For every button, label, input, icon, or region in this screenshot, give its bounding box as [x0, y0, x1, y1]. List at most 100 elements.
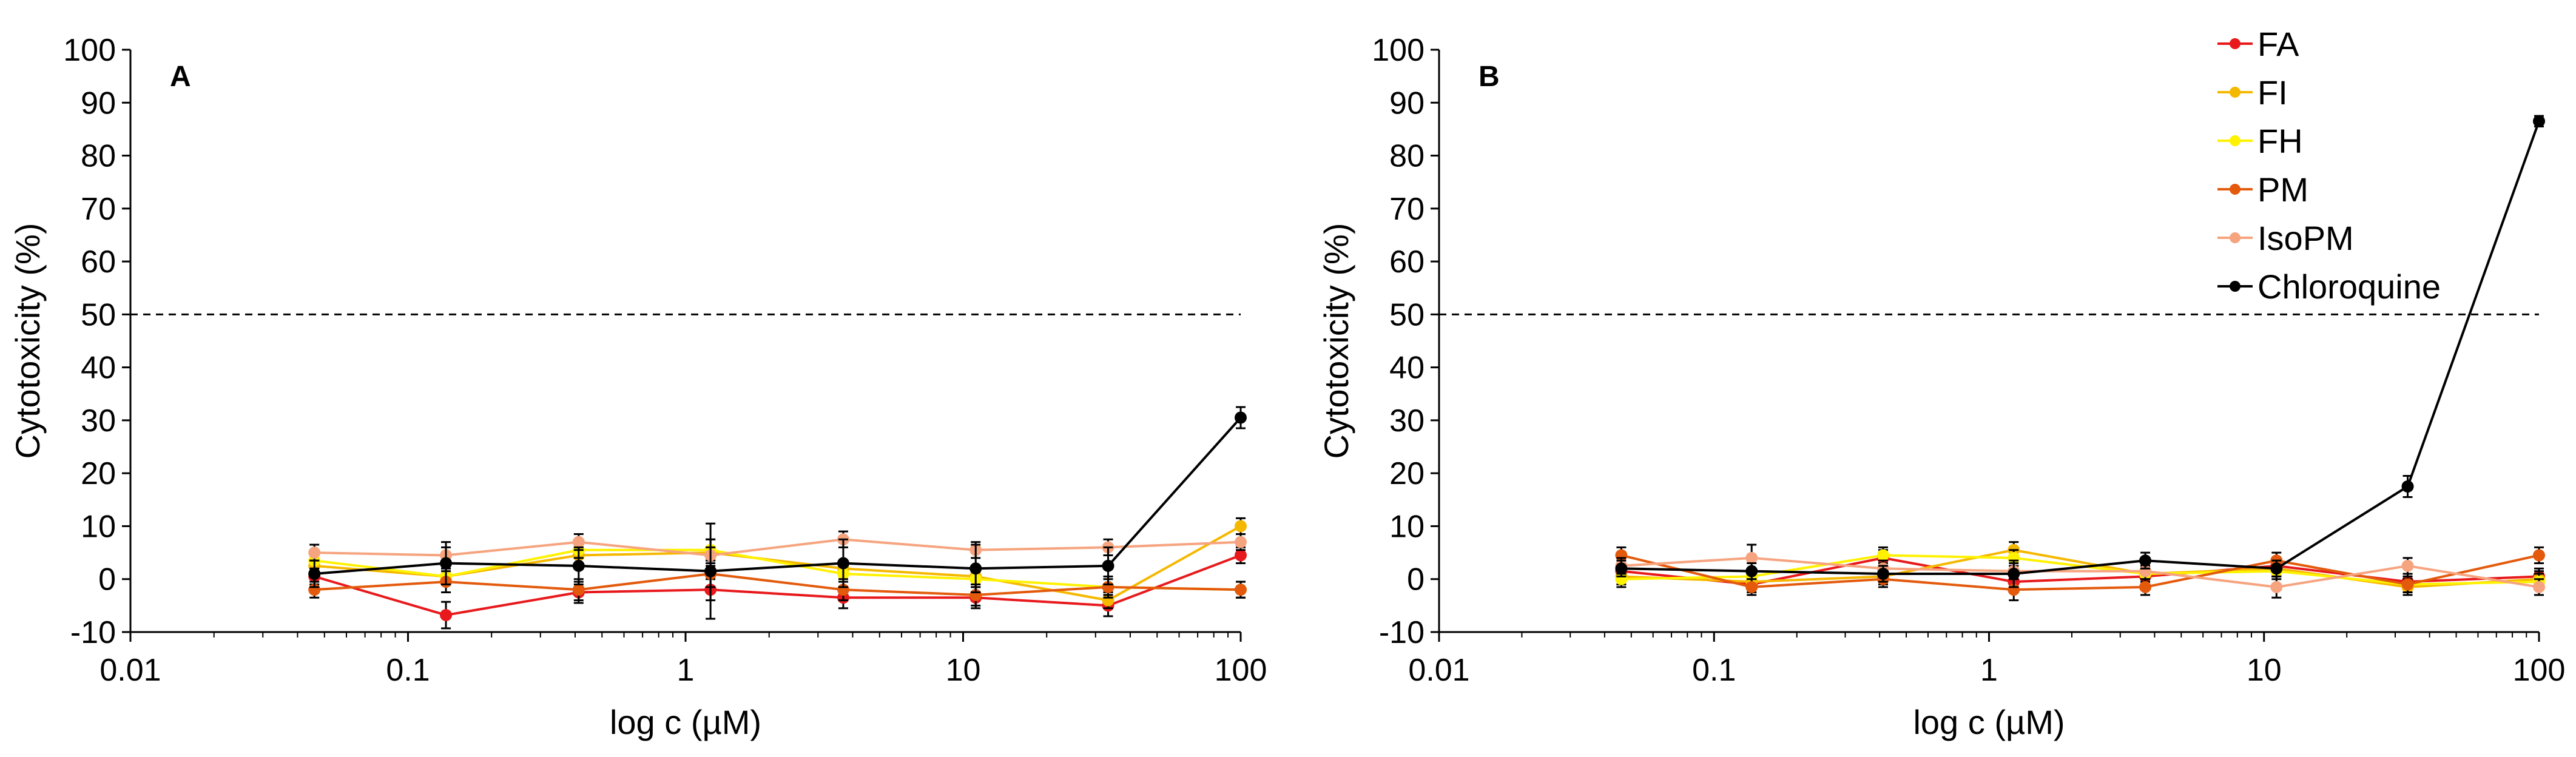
legend-marker — [2230, 38, 2241, 49]
legend-entry-fi: FI — [2217, 73, 2288, 112]
legend-marker — [2230, 232, 2241, 243]
data-point — [2533, 115, 2545, 127]
y-tick-label: 30 — [1389, 403, 1425, 439]
y-tick-label: 10 — [81, 509, 116, 544]
data-point — [1102, 559, 1114, 572]
y-tick-label: 100 — [63, 33, 116, 68]
data-point — [1745, 551, 1758, 564]
series-line — [1621, 556, 2540, 588]
x-tick-label: 0.1 — [1692, 653, 1736, 688]
y-tick-label: 0 — [98, 562, 116, 597]
y-tick-label: 0 — [1407, 562, 1425, 597]
data-point — [1745, 565, 1758, 577]
data-point — [837, 557, 849, 570]
y-tick-label: 40 — [81, 351, 116, 386]
y-tick-label: 70 — [1389, 192, 1425, 227]
legend-entry-chloroquine: Chloroquine — [2217, 267, 2441, 306]
series-line — [314, 538, 1241, 557]
x-tick-label: 0.01 — [1408, 653, 1469, 688]
y-axis-title: Cytotoxicity (%) — [1317, 223, 1355, 459]
x-tick-label: 100 — [1215, 653, 1267, 688]
data-point — [2533, 580, 2545, 593]
series-chloroquine — [1615, 115, 2545, 588]
legend-marker — [2230, 87, 2241, 98]
data-point — [1745, 580, 1758, 593]
data-point — [704, 565, 717, 577]
panel-a: -10 0 10 20 30 40 50 60 70 80 90 100 0.01 0.1 1 10 100 lo… — [8, 33, 1267, 741]
legend-label: FA — [2257, 25, 2299, 63]
data-point — [1235, 411, 1247, 424]
data-point — [440, 557, 453, 570]
data-point — [2401, 578, 2414, 591]
y-axis-title: Cytotoxicity (%) — [8, 223, 47, 459]
data-point — [2270, 580, 2283, 593]
y-tick-label: 20 — [1389, 456, 1425, 491]
legend-marker — [2230, 135, 2241, 146]
y-tick-label: 50 — [1389, 297, 1425, 332]
x-tick-label: 0.01 — [99, 653, 161, 688]
y-tick-label: 90 — [81, 86, 116, 121]
data-point — [2533, 549, 2545, 562]
x-tick-label: 10 — [2247, 653, 2282, 688]
y-tick-label: 80 — [1389, 139, 1425, 174]
series-line — [314, 548, 1241, 591]
legend-label: FI — [2257, 73, 2288, 112]
y-tick-label: 60 — [81, 244, 116, 280]
y-tick-label: 50 — [81, 297, 116, 332]
data-point — [2139, 554, 2152, 567]
legend-marker — [2230, 281, 2241, 292]
y-tick-label: 80 — [81, 139, 116, 174]
data-point — [1235, 584, 1247, 596]
series-line — [314, 417, 1242, 575]
data-point — [1235, 536, 1247, 548]
data-point — [308, 568, 321, 580]
x-tick-label: 10 — [946, 653, 981, 688]
data-point — [572, 536, 585, 548]
x-axis-title: log c (µM) — [1913, 703, 2065, 741]
x-tick-label: 1 — [1980, 653, 1998, 688]
legend-entry-isopm: IsoPM — [2217, 219, 2354, 257]
legend: FA FI FH PM IsoPM Chloroquine — [2217, 25, 2441, 306]
series-line — [1620, 554, 2540, 591]
legend-entry-pm: PM — [2217, 170, 2308, 209]
legend-entry-fa: FA — [2217, 25, 2299, 63]
y-tick-label: -10 — [70, 615, 116, 650]
data-point — [1235, 549, 1247, 562]
legend-label: IsoPM — [2257, 219, 2354, 257]
x-tick-label: 0.1 — [386, 653, 430, 688]
series-line — [1621, 554, 2540, 586]
y-tick-label: 70 — [81, 192, 116, 227]
data-point — [1615, 562, 1628, 575]
panel-label: B — [1479, 61, 1500, 93]
y-tick-label: 40 — [1389, 351, 1425, 386]
legend-marker — [2230, 184, 2241, 195]
data-point — [2270, 562, 2283, 575]
y-tick-label: 10 — [1389, 509, 1425, 544]
series-line — [1621, 548, 2540, 588]
series-line — [314, 554, 1241, 617]
data-point — [308, 547, 321, 559]
y-tick-label: 100 — [1372, 33, 1425, 68]
legend-label: PM — [2257, 170, 2308, 209]
legend-label: Chloroquine — [2257, 267, 2441, 306]
data-point — [572, 559, 585, 572]
data-point — [2139, 580, 2152, 593]
y-tick-label: 20 — [81, 456, 116, 491]
y-tick-label: 90 — [1389, 86, 1425, 121]
legend-label: FH — [2257, 122, 2303, 160]
series-line — [314, 572, 1241, 596]
data-point — [440, 609, 453, 622]
series-chloroquine — [308, 406, 1247, 620]
x-tick-label: 100 — [2513, 653, 2566, 688]
data-point — [1235, 520, 1247, 533]
x-tick-label: 1 — [677, 653, 695, 688]
panel-b: -10 0 10 20 30 40 50 60 70 80 90 100 0.01 0.1 1 10 100 lo… — [1317, 33, 2565, 741]
y-tick-label: 30 — [81, 403, 116, 439]
panel-label: A — [170, 61, 191, 93]
data-point — [572, 584, 585, 596]
y-tick-label: -10 — [1379, 615, 1425, 650]
data-point — [2401, 559, 2414, 572]
data-point — [1876, 568, 1889, 580]
legend-entry-fh: FH — [2217, 122, 2303, 160]
data-point — [1876, 549, 1889, 562]
